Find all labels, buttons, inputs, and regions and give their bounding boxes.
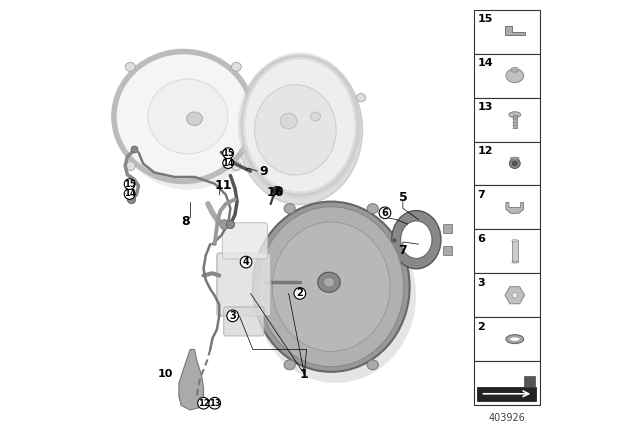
Ellipse shape xyxy=(255,85,336,175)
Bar xyxy=(474,142,540,185)
Text: 7: 7 xyxy=(477,190,485,200)
Text: 15: 15 xyxy=(124,180,136,189)
Bar xyxy=(443,246,452,255)
Text: 13: 13 xyxy=(209,399,221,408)
Text: 2: 2 xyxy=(296,289,303,298)
Ellipse shape xyxy=(232,62,241,71)
Text: 3: 3 xyxy=(477,278,485,288)
Text: 12: 12 xyxy=(477,146,493,156)
Text: 403926: 403926 xyxy=(488,413,525,423)
Ellipse shape xyxy=(506,69,524,82)
Ellipse shape xyxy=(187,112,202,125)
Bar xyxy=(513,115,516,129)
Circle shape xyxy=(223,158,234,168)
Ellipse shape xyxy=(392,211,441,269)
Text: 12: 12 xyxy=(198,399,209,408)
Ellipse shape xyxy=(255,208,416,383)
Bar xyxy=(474,273,540,317)
Text: 6: 6 xyxy=(477,234,485,244)
Ellipse shape xyxy=(509,112,521,118)
Polygon shape xyxy=(524,376,536,387)
Ellipse shape xyxy=(273,222,390,351)
Text: 10: 10 xyxy=(157,369,173,379)
Text: 5: 5 xyxy=(399,190,407,204)
Text: 15: 15 xyxy=(222,149,234,158)
Ellipse shape xyxy=(509,337,520,341)
Text: 11: 11 xyxy=(215,179,232,193)
Ellipse shape xyxy=(148,79,228,154)
Ellipse shape xyxy=(512,240,518,241)
Ellipse shape xyxy=(367,204,378,214)
Circle shape xyxy=(379,207,391,219)
Text: 6: 6 xyxy=(381,208,388,218)
Bar xyxy=(474,54,540,98)
Circle shape xyxy=(294,288,306,299)
Text: 3: 3 xyxy=(229,311,236,321)
Ellipse shape xyxy=(512,293,518,298)
Ellipse shape xyxy=(511,67,518,72)
Ellipse shape xyxy=(242,56,358,195)
Text: 13: 13 xyxy=(477,102,493,112)
Circle shape xyxy=(227,310,239,322)
Ellipse shape xyxy=(512,261,518,263)
Bar xyxy=(474,98,540,142)
Circle shape xyxy=(198,397,209,409)
Text: 14: 14 xyxy=(477,58,493,68)
Ellipse shape xyxy=(367,360,378,370)
FancyBboxPatch shape xyxy=(217,253,271,316)
Text: 14: 14 xyxy=(222,159,234,168)
Polygon shape xyxy=(505,287,525,304)
Ellipse shape xyxy=(118,56,257,190)
Ellipse shape xyxy=(232,162,241,171)
FancyBboxPatch shape xyxy=(222,223,268,259)
Ellipse shape xyxy=(509,159,520,168)
Bar xyxy=(443,224,452,233)
Text: 7: 7 xyxy=(399,244,407,258)
Ellipse shape xyxy=(512,161,517,166)
Ellipse shape xyxy=(506,335,524,344)
Bar xyxy=(474,361,540,405)
Text: 2: 2 xyxy=(477,322,485,332)
Ellipse shape xyxy=(114,52,253,181)
Ellipse shape xyxy=(125,62,135,71)
Polygon shape xyxy=(179,349,204,410)
Text: 1: 1 xyxy=(300,367,308,381)
Ellipse shape xyxy=(323,277,335,287)
Ellipse shape xyxy=(259,207,404,367)
Ellipse shape xyxy=(510,157,519,160)
Text: 8: 8 xyxy=(181,215,190,228)
Ellipse shape xyxy=(273,186,282,194)
Text: 15: 15 xyxy=(477,14,493,24)
Bar xyxy=(512,241,518,262)
Polygon shape xyxy=(505,26,525,35)
Ellipse shape xyxy=(284,360,295,370)
Circle shape xyxy=(223,148,234,159)
Ellipse shape xyxy=(125,162,135,171)
Circle shape xyxy=(124,179,135,190)
Bar xyxy=(474,185,540,229)
Circle shape xyxy=(209,397,221,409)
Ellipse shape xyxy=(310,112,321,121)
FancyBboxPatch shape xyxy=(224,307,264,336)
Ellipse shape xyxy=(318,272,340,293)
Bar xyxy=(474,317,540,361)
Circle shape xyxy=(124,189,135,199)
Polygon shape xyxy=(477,387,536,401)
Ellipse shape xyxy=(284,204,295,214)
Circle shape xyxy=(240,256,252,268)
Bar xyxy=(474,10,540,54)
Ellipse shape xyxy=(280,113,297,129)
Ellipse shape xyxy=(253,202,410,372)
Polygon shape xyxy=(506,202,524,213)
Text: 14: 14 xyxy=(124,190,136,198)
Ellipse shape xyxy=(356,94,365,102)
Text: 4: 4 xyxy=(243,257,250,267)
Ellipse shape xyxy=(401,221,432,258)
Text: 9: 9 xyxy=(260,164,268,178)
Ellipse shape xyxy=(237,55,362,205)
Bar xyxy=(474,229,540,273)
Text: 16: 16 xyxy=(266,186,284,199)
